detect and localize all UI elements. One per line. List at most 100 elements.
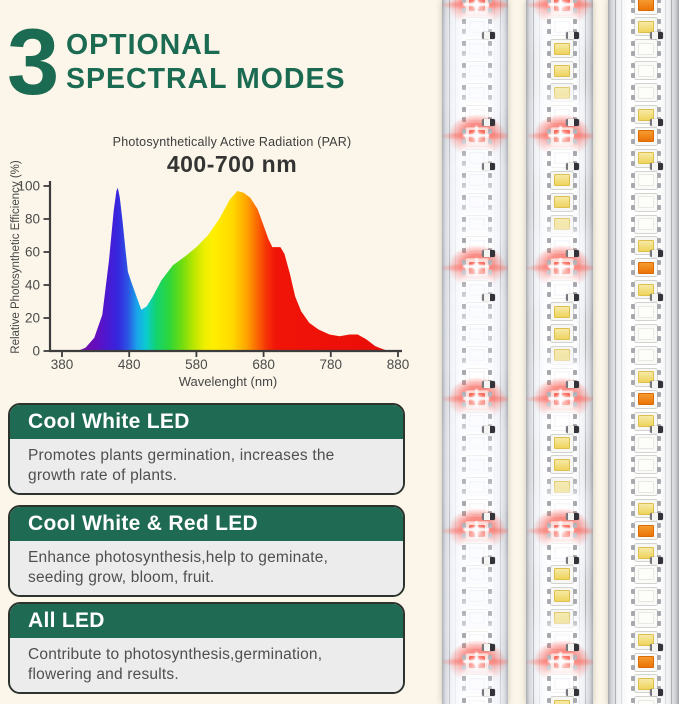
- led-emitter-window: [553, 64, 570, 77]
- y-tick-label: 60: [25, 245, 40, 260]
- strip-rail: [621, 0, 622, 704]
- led-electrode: [462, 150, 466, 156]
- led-emitter-window: [553, 568, 570, 581]
- led-electrode: [462, 128, 466, 134]
- x-tick-label: 780: [320, 357, 343, 372]
- led-electrode: [630, 501, 635, 507]
- led-electrode: [630, 664, 635, 670]
- led-electrode: [656, 457, 661, 463]
- led-electrode: [656, 566, 661, 572]
- led-electrode: [488, 314, 492, 320]
- led-package: [462, 608, 492, 628]
- led-electrode: [572, 523, 577, 529]
- led-electrode: [656, 260, 661, 266]
- led-package: [630, 170, 661, 190]
- led-chip-white-off: [630, 39, 661, 59]
- led-package: [630, 0, 661, 15]
- led-electrode: [488, 270, 492, 276]
- led-chip-white-lit: [462, 170, 492, 190]
- led-chip-yellow-off: [546, 564, 577, 584]
- led-electrode: [546, 698, 551, 704]
- led-emitter-window: [553, 699, 570, 704]
- led-chip-red-lit: [526, 0, 593, 27]
- led-electrode: [656, 576, 661, 582]
- led-electrode: [572, 545, 577, 550]
- led-electrode: [546, 138, 551, 144]
- led-electrode: [546, 128, 551, 134]
- led-package: [462, 83, 492, 103]
- led-electrode: [488, 194, 492, 200]
- led-electrode: [546, 238, 551, 244]
- led-electrode: [546, 7, 551, 13]
- led-electrode: [462, 620, 466, 626]
- led-electrode: [656, 172, 661, 178]
- led-emitter-window: [637, 502, 654, 515]
- led-electrode: [546, 479, 551, 485]
- led-package: [546, 455, 577, 475]
- led-chip-red-lit: [442, 508, 508, 553]
- led-package: [630, 586, 661, 606]
- led-electrode: [656, 545, 661, 550]
- led-electrode: [488, 566, 492, 572]
- led-package: [462, 696, 492, 704]
- led-electrode: [656, 588, 661, 594]
- led-package: [630, 126, 661, 146]
- led-package: [462, 455, 492, 475]
- led-electrode: [488, 610, 492, 616]
- led-emitter-window: [637, 656, 654, 668]
- led-electrode: [546, 555, 551, 560]
- smd-resistor: [650, 118, 663, 126]
- led-emitter-window: [637, 196, 654, 209]
- led-electrode: [488, 216, 492, 222]
- led-package: [546, 192, 577, 212]
- led-emitter-window: [553, 152, 570, 165]
- smd-resistor: [481, 294, 495, 302]
- led-electrode: [488, 401, 492, 407]
- card-title: Cool White & Red LED: [10, 507, 403, 541]
- led-electrode: [462, 467, 466, 473]
- strip-rail: [671, 0, 672, 704]
- smd-resistor: [481, 644, 495, 652]
- led-electrode: [572, 664, 577, 670]
- led-package: [462, 214, 492, 234]
- led-electrode: [488, 7, 492, 13]
- led-emitter-window: [469, 612, 485, 625]
- led-electrode: [572, 445, 577, 451]
- led-electrode: [546, 423, 551, 429]
- led-electrode: [546, 654, 551, 660]
- led-electrode: [572, 314, 577, 320]
- led-electrode: [630, 51, 635, 57]
- smd-resistor: [566, 425, 579, 433]
- chart-subtitle: 400-700 nm: [166, 151, 298, 177]
- red-glow-core: [472, 263, 480, 271]
- led-package: [546, 83, 577, 103]
- led-electrode: [462, 598, 466, 604]
- led-package: [546, 302, 577, 322]
- led-electrode: [546, 182, 551, 188]
- led-chip-white-off: [630, 477, 661, 497]
- led-electrode: [572, 401, 577, 407]
- led-package: [630, 696, 661, 704]
- led-package: [630, 389, 661, 409]
- led-electrode: [488, 260, 492, 266]
- led-electrode: [572, 413, 577, 419]
- led-electrode: [630, 598, 635, 604]
- led-electrode: [656, 479, 661, 485]
- led-chip-yellow-off: [546, 83, 577, 103]
- led-electrode: [488, 489, 492, 495]
- led-emitter-window: [553, 305, 570, 318]
- led-electrode: [462, 326, 466, 331]
- led-electrode: [488, 138, 492, 144]
- led-chip-white-lit: [462, 214, 492, 234]
- led-electrode: [546, 347, 551, 353]
- led-electrode: [546, 85, 551, 91]
- led-electrode: [630, 304, 635, 310]
- led-electrode: [656, 445, 661, 451]
- led-chip-yellow-off: [546, 477, 577, 497]
- led-electrode: [462, 654, 466, 660]
- led-chip-white-lit: [462, 345, 492, 365]
- led-emitter-window: [637, 677, 654, 690]
- led-emitter-window: [637, 239, 654, 252]
- led-electrode: [630, 511, 635, 517]
- led-emitter-window: [637, 546, 654, 559]
